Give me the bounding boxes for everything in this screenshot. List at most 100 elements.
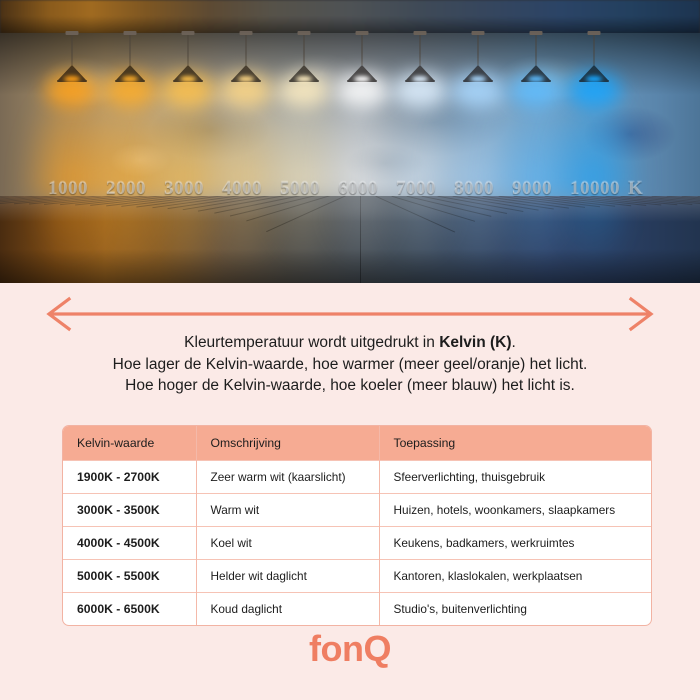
lamp-bulb — [528, 76, 544, 82]
caption-line-1: Kleurtemperatuur wordt uitgedrukt in Kel… — [0, 332, 700, 354]
floor-reflection-10 — [550, 196, 638, 266]
caption-kelvin-bold: Kelvin (K) — [439, 334, 512, 351]
lamp-ceiling-mount — [65, 31, 79, 35]
kelvin-table-element: Kelvin-waarde Omschrijving Toepassing 19… — [63, 426, 651, 625]
lamp-ceiling-mount — [355, 31, 369, 35]
column-header-application: Toepassing — [379, 426, 651, 461]
lamp-bulb — [64, 76, 80, 82]
floor-highlight — [0, 196, 700, 222]
table-body: 1900K - 2700K Zeer warm wit (kaarslicht) S… — [63, 460, 651, 625]
cell-application: Huizen, hotels, woonkamers, slaapkamers — [393, 503, 616, 517]
lamp-cord — [129, 35, 131, 65]
floor-reflection-4 — [202, 196, 290, 266]
lamp-bulb — [238, 76, 254, 82]
cell-description: Helder wit daglicht — [196, 559, 380, 593]
lamp-bulb — [180, 76, 196, 82]
scale-tick-6000: 6000 — [338, 178, 378, 199]
caption-block: Kleurtemperatuur wordt uitgedrukt in Kel… — [0, 332, 700, 397]
lamp-cord — [303, 35, 305, 65]
floor-reflection-5 — [260, 196, 348, 266]
column-header-description: Omschrijving — [196, 426, 380, 461]
lamp-cord — [187, 35, 189, 65]
lamp-bulb — [296, 76, 312, 82]
cell-application: Keukens, badkamers, werkruimtes — [393, 536, 575, 550]
caption-line-2: Hoe lager de Kelvin-waarde, hoe warmer (… — [112, 355, 588, 373]
lamp-cord — [71, 35, 73, 65]
cell-application: Sfeerverlichting, thuisgebruik — [393, 470, 545, 484]
caption-line-1-post: . — [511, 334, 516, 351]
lamp-ceiling-mount — [413, 31, 427, 35]
scale-tick-9000: 9000 — [512, 178, 552, 199]
lamp-cord — [245, 35, 247, 65]
table-row: 5000K - 5500K Helder wit daglicht Kantoren… — [63, 559, 651, 593]
floor-reflection-1 — [28, 196, 116, 266]
ceiling — [0, 0, 700, 34]
lamp-bulb — [412, 76, 428, 82]
cell-description: Koud daglicht — [196, 592, 380, 625]
scale-tick-7000: 7000 — [396, 178, 436, 199]
cell-description: Zeer warm wit (kaarslicht) — [196, 460, 380, 494]
lamp-cord — [361, 35, 363, 65]
lamp-cord — [419, 35, 421, 65]
floor-shadow — [0, 249, 700, 283]
scale-tick-1000: 1000 — [48, 178, 88, 199]
pendant-lamp-2 — [103, 31, 157, 107]
cell-kelvin: 5000K - 5500K — [63, 559, 197, 593]
lamp-cord — [477, 35, 479, 65]
pendant-lamp-7 — [393, 31, 447, 107]
kelvin-table: Kelvin-waarde Omschrijving Toepassing 19… — [62, 425, 652, 626]
floor-reflection-7 — [376, 196, 464, 266]
lamp-cord — [535, 35, 537, 65]
lamp-cord — [593, 35, 595, 65]
scale-tick-8000: 8000 — [454, 178, 494, 199]
pendant-lamp-10 — [567, 31, 621, 107]
pendant-lamp-4 — [219, 31, 273, 107]
wooden-floor — [0, 196, 700, 283]
floor-reflection-3 — [144, 196, 232, 266]
caption-line-3: Hoe hoger de Kelvin-waarde, hoe koeler (… — [125, 377, 575, 394]
lamp-ceiling-mount — [181, 31, 195, 35]
lamp-ceiling-mount — [297, 31, 311, 35]
table-header-row: Kelvin-waarde Omschrijving Toepassing — [63, 426, 651, 461]
table-row: 6000K - 6500K Koud daglicht Studio's, buit… — [63, 592, 651, 625]
cell-description: Warm wit — [196, 493, 380, 527]
lamp-bulb — [122, 76, 138, 82]
floor-plank-seam — [360, 196, 362, 283]
pendant-lamp-6 — [335, 31, 389, 107]
table-row: 1900K - 2700K Zeer warm wit (kaarslicht) S… — [63, 460, 651, 494]
scale-tick-2000: 2000 — [106, 178, 146, 199]
lamp-ceiling-mount — [529, 31, 543, 35]
lamp-bulb — [354, 76, 370, 82]
floor-reflection-6 — [318, 196, 406, 266]
lamp-ceiling-mount — [239, 31, 253, 35]
hero-photo: 1000 2000 3000 4000 5000 6000 7000 8000 9000 1000… — [0, 0, 700, 283]
floor-reflection-9 — [492, 196, 580, 266]
pendant-lamp-1 — [45, 31, 99, 107]
floor-reflection-2 — [86, 196, 174, 266]
table-row: 3000K - 3500K Warm wit Huizen, hotels, woo… — [63, 493, 651, 527]
kelvin-scale-overlay: 1000 2000 3000 4000 5000 6000 7000 8000 9000 1000… — [0, 178, 700, 200]
lamp-bulb — [470, 76, 486, 82]
cell-kelvin: 6000K - 6500K — [63, 592, 197, 625]
lamp-bulb — [586, 76, 602, 82]
scale-tick-10000: 10000 — [570, 178, 620, 199]
floor-planks — [0, 196, 700, 283]
scale-tick-3000: 3000 — [164, 178, 204, 199]
arrow-head-right — [628, 296, 654, 332]
lamp-ceiling-mount — [471, 31, 485, 35]
lamp-ceiling-mount — [587, 31, 601, 35]
scale-tick-5000: 5000 — [280, 178, 320, 199]
cell-application: Kantoren, klaslokalen, werkplaatsen — [393, 569, 583, 583]
pendant-lamp-3 — [161, 31, 215, 107]
table-row: 4000K - 4500K Koel wit Keukens, badkamers,… — [63, 526, 651, 560]
pendant-lamp-9 — [509, 31, 563, 107]
warm-to-cool-double-arrow — [46, 296, 654, 332]
cell-application: Studio's, buitenverlichting — [393, 602, 527, 616]
cell-description: Koel wit — [196, 526, 380, 560]
pendant-lamp-8 — [451, 31, 505, 107]
arrow-head-left — [46, 296, 72, 332]
caption-line-1-pre: Kleurtemperatuur wordt uitgedrukt in — [184, 334, 440, 351]
fonq-logo: fonQ — [309, 628, 391, 669]
scale-unit-k: K — [628, 178, 644, 199]
cell-kelvin: 1900K - 2700K — [63, 460, 197, 494]
